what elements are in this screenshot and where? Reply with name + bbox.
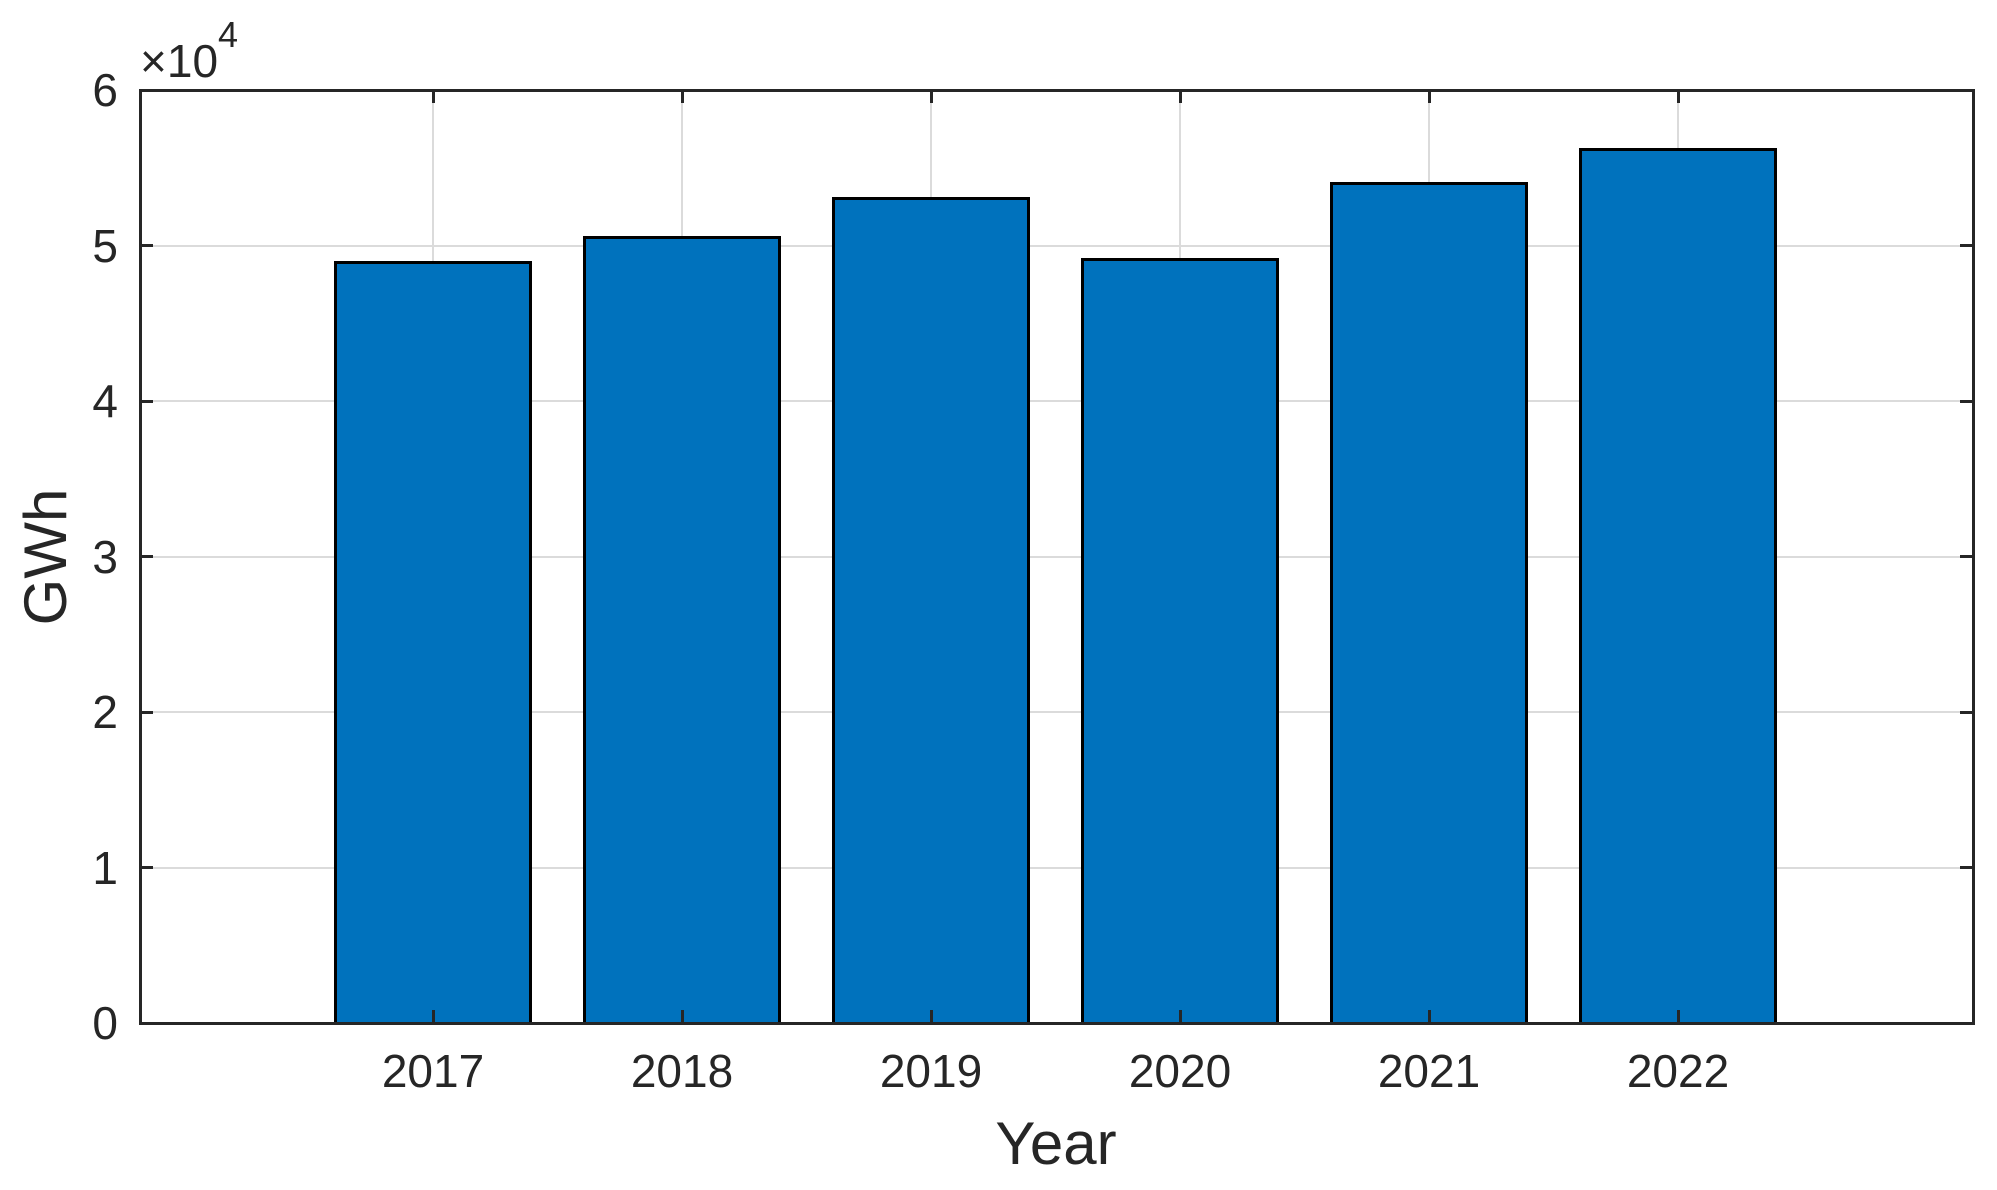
x-tick — [930, 91, 933, 103]
x-tick — [1428, 1010, 1431, 1022]
y-tick — [141, 710, 153, 714]
y-tick-label-3: 3 — [92, 530, 118, 583]
x-tick-label-2019: 2019 — [879, 1045, 983, 1097]
x-tick-label-2020: 2020 — [1128, 1045, 1232, 1097]
x-tick-label-2017: 2017 — [381, 1045, 485, 1097]
bar-2021 — [1330, 181, 1528, 1025]
y-gridline — [140, 866, 1973, 869]
x-tick-label-2018: 2018 — [630, 1045, 734, 1097]
x-tick-label-2022: 2022 — [1626, 1045, 1730, 1097]
x-tick — [432, 1010, 435, 1022]
x-tick — [681, 91, 684, 103]
bar-2019 — [832, 197, 1030, 1025]
bar-2017 — [334, 261, 532, 1025]
y-tick — [1960, 244, 1972, 247]
x-tick-label-2021: 2021 — [1377, 1045, 1481, 1097]
y-tick — [141, 244, 153, 247]
x-tick — [681, 1010, 684, 1022]
y-tick — [141, 555, 153, 558]
y-tick-label-1: 1 — [92, 841, 118, 894]
x-tick — [1677, 91, 1680, 103]
y-gridline — [140, 244, 1973, 247]
y-gridline — [140, 400, 1973, 402]
x-tick — [930, 1010, 933, 1022]
y-tick-label-2: 2 — [92, 686, 118, 738]
multiplier-exponent: 4 — [218, 13, 239, 55]
y-tick — [1960, 555, 1972, 558]
x-tick — [1428, 91, 1431, 103]
x-tick — [1179, 91, 1182, 103]
y-tick-label-6: 6 — [92, 64, 118, 116]
y-axis-exponent-multiplier: ×104 — [140, 16, 238, 87]
y-tick — [1960, 399, 1972, 403]
y-tick-label-4: 4 — [92, 375, 118, 427]
multiplier-base: ×10 — [140, 35, 219, 87]
x-axis-label: Year — [995, 1110, 1117, 1177]
y-tick — [141, 866, 153, 869]
bar-2020 — [1081, 257, 1279, 1025]
bar-2022 — [1579, 147, 1777, 1025]
y-tick-label-0: 0 — [92, 997, 118, 1049]
y-gridline — [140, 555, 1973, 558]
y-tick — [1960, 866, 1972, 869]
y-tick-label-5: 5 — [92, 219, 118, 272]
bar-2018 — [583, 236, 781, 1025]
x-tick — [1677, 1010, 1680, 1022]
x-tick — [432, 91, 435, 103]
x-tick — [1179, 1010, 1182, 1022]
y-tick — [141, 399, 153, 403]
y-gridline — [140, 711, 1973, 713]
y-tick — [1960, 710, 1972, 714]
